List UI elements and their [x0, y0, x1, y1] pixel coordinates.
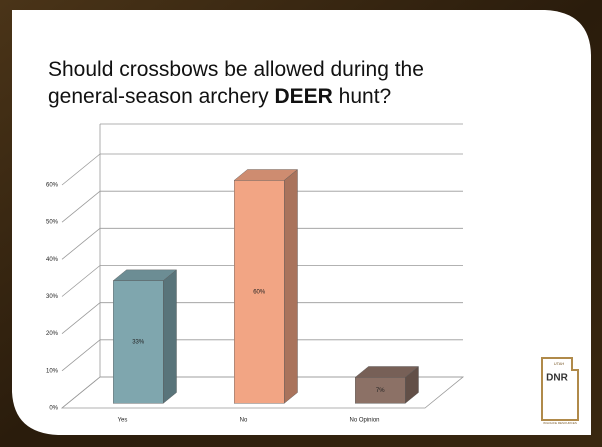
slide-title: general-season archery DEER hunt?: [48, 85, 391, 108]
x-tick-label: Yes: [118, 418, 128, 424]
y-tick-label: 40%: [46, 257, 59, 263]
title-line: Should crossbows be allowed during the: [48, 58, 424, 81]
bar-side: [284, 169, 298, 404]
logo: UTAH DNR WILDLIFE RESOURCES: [541, 357, 579, 425]
y-tick-label: 20%: [46, 331, 59, 337]
grid-line: [61, 302, 101, 334]
y-tick-label: 30%: [46, 294, 59, 300]
x-tick-label: No: [240, 418, 248, 424]
grid-line: [61, 376, 101, 409]
bar: [233, 180, 285, 404]
y-tick-label: 60%: [46, 183, 59, 189]
y-tick-label: 50%: [46, 220, 59, 226]
title-line: hunt?: [339, 85, 392, 108]
chart: 0% 10% 20% 30% 40% 50% 60% Yes 33% No 60% No Opinio…: [46, 123, 465, 424]
value-label: 7%: [376, 388, 385, 394]
logo-text: UTAH: [554, 361, 565, 366]
grid-line: [61, 228, 101, 260]
grid-line: [61, 265, 101, 297]
title-emphasis: DEER: [274, 85, 332, 108]
slide-title: Should crossbows be allowed during the: [48, 58, 424, 81]
bar: [355, 377, 406, 404]
logo-text: WILDLIFE RESOURCES: [543, 421, 577, 425]
y-tick-label: 0%: [49, 406, 58, 412]
x-tick-label: No Opinion: [349, 418, 379, 424]
y-tick-label: 10%: [46, 368, 59, 374]
value-label: 60%: [253, 289, 266, 295]
bar: [112, 280, 164, 404]
grid-line: [61, 190, 101, 223]
grid-line: [61, 153, 101, 186]
title-line: general-season archery: [48, 85, 269, 108]
logo-text: DNR: [546, 373, 568, 384]
value-label: 33%: [132, 340, 145, 346]
bar-side: [162, 269, 177, 404]
grid-line: [61, 339, 101, 372]
